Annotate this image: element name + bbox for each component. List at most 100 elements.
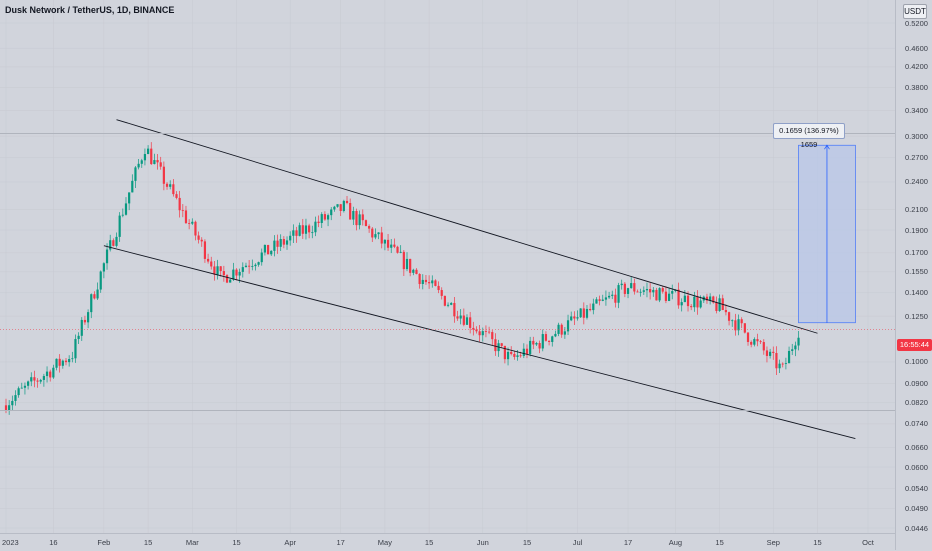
- candle-up: [611, 294, 614, 296]
- price-tick: 0.0660: [905, 442, 928, 452]
- candle-down: [165, 183, 169, 187]
- candle-up: [667, 293, 671, 301]
- time-tick: 15: [232, 538, 241, 547]
- candle-down: [4, 405, 8, 412]
- candle-down: [484, 331, 488, 332]
- candle-up: [109, 240, 112, 250]
- candle-up: [330, 209, 333, 216]
- candle-down: [750, 341, 753, 345]
- price-tick: 0.0600: [905, 462, 928, 472]
- chart-canvas[interactable]: [0, 0, 895, 533]
- candle-up: [42, 376, 45, 380]
- candle-down: [661, 288, 664, 292]
- candle-up: [405, 258, 409, 270]
- last-price-countdown: 16:55:44: [897, 339, 932, 351]
- candle-up: [683, 295, 686, 303]
- candle-up: [769, 351, 772, 356]
- candle-up: [257, 262, 260, 265]
- price-tick: 0.1400: [905, 288, 928, 298]
- time-tick: 16: [49, 538, 58, 547]
- candle-up: [260, 252, 263, 263]
- candle-up: [131, 180, 134, 193]
- candle-up: [27, 381, 30, 386]
- candle-down: [184, 210, 188, 224]
- time-tick: 2023: [2, 538, 19, 547]
- candle-up: [421, 279, 424, 285]
- candle-down: [428, 282, 431, 284]
- channel-lower-trendline[interactable]: [103, 245, 856, 440]
- time-tick: Aug: [668, 538, 683, 547]
- candle-down: [424, 279, 428, 283]
- candle-up: [74, 339, 77, 359]
- candle-up: [102, 263, 105, 272]
- candle-up: [289, 235, 292, 241]
- plot-area[interactable]: Dusk Network / TetherUS, 1D, BINANCE 0.1…: [0, 0, 895, 533]
- candle-down: [759, 341, 762, 343]
- candle-up: [718, 298, 721, 311]
- candle-up: [563, 331, 566, 335]
- candle-up: [352, 210, 355, 220]
- candle-down: [203, 241, 207, 259]
- candle-down: [194, 221, 197, 236]
- candle-down: [301, 225, 304, 234]
- candle-up: [778, 363, 781, 369]
- candle-down: [746, 332, 750, 342]
- time-tick: 17: [336, 538, 345, 547]
- candle-up: [314, 221, 317, 233]
- candle-down: [58, 358, 61, 366]
- candle-up: [146, 148, 150, 155]
- candle-down: [772, 351, 775, 354]
- candle-down: [487, 331, 491, 333]
- candle-down: [402, 251, 405, 270]
- horizontal-line-lower[interactable]: [0, 410, 895, 411]
- candle-down: [345, 200, 349, 204]
- candle-up: [134, 167, 137, 181]
- price-tick: 0.1900: [905, 225, 928, 235]
- price-tick: 0.1550: [905, 267, 928, 277]
- price-tick: 0.1000: [905, 357, 928, 367]
- candle-up: [645, 289, 649, 291]
- candle-down: [349, 203, 352, 220]
- candle-down: [573, 316, 576, 319]
- candle-down: [475, 329, 478, 332]
- candle-down: [178, 197, 181, 211]
- candle-down: [200, 239, 203, 242]
- candle-down: [282, 239, 285, 245]
- candle-down: [235, 269, 238, 276]
- candle-up: [639, 291, 642, 293]
- price-axis[interactable]: [895, 0, 932, 550]
- candle-down: [677, 289, 680, 306]
- candle-down: [727, 312, 731, 321]
- candle-down: [655, 289, 658, 301]
- candle-up: [693, 296, 696, 308]
- candle-down: [380, 232, 383, 244]
- candle-up: [11, 400, 14, 406]
- candle-up: [535, 342, 538, 345]
- price-tick: 0.0740: [905, 419, 928, 429]
- currency-button[interactable]: USDT: [903, 4, 927, 19]
- candle-down: [393, 244, 396, 247]
- candle-up: [787, 350, 791, 364]
- candle-down: [64, 360, 68, 363]
- channel-upper-trendline[interactable]: [116, 119, 818, 334]
- candle-up: [431, 280, 434, 284]
- candle-down: [266, 244, 270, 255]
- candle-up: [336, 204, 339, 207]
- candle-down: [532, 340, 535, 345]
- time-tick: Jul: [572, 538, 583, 547]
- candle-up: [90, 294, 93, 313]
- price-tick: 0.0900: [905, 379, 928, 389]
- candle-up: [557, 324, 560, 334]
- candle-up: [541, 334, 544, 349]
- candle-down: [206, 258, 210, 262]
- candle-up: [137, 163, 140, 168]
- candle-down: [740, 319, 743, 324]
- candle-down: [386, 239, 390, 248]
- candle-up: [273, 240, 276, 251]
- candle-down: [415, 269, 418, 274]
- candle-down: [525, 348, 529, 355]
- time-axis[interactable]: [0, 533, 895, 551]
- candle-up: [311, 232, 314, 234]
- horizontal-line-upper[interactable]: [0, 133, 895, 134]
- candle-down: [418, 273, 421, 285]
